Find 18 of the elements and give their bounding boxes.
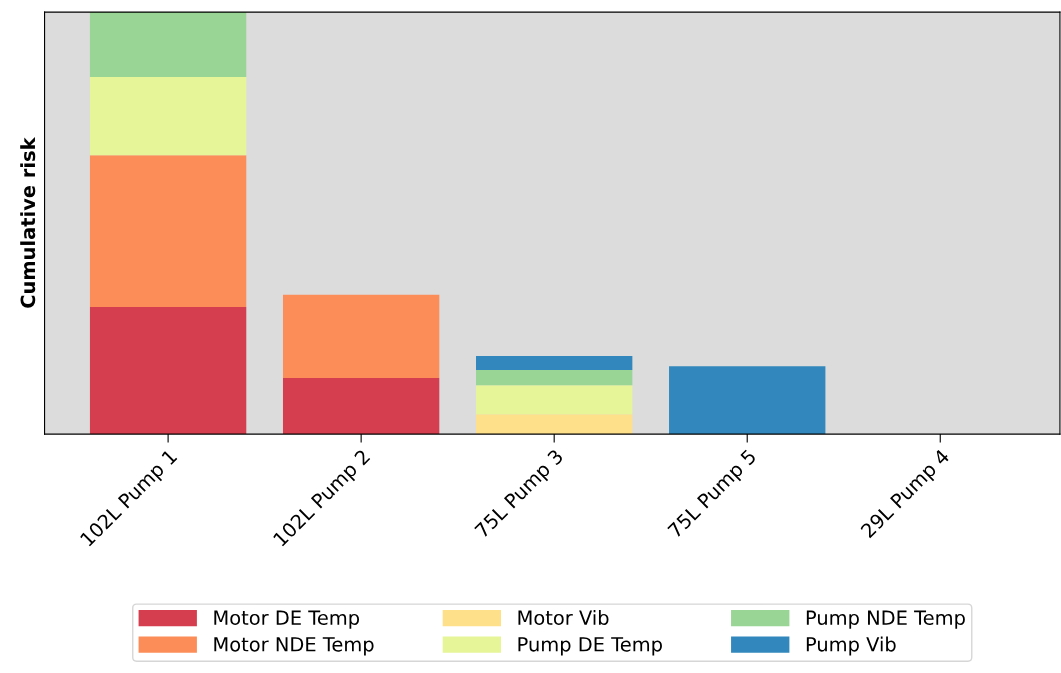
bar: [89, 155, 247, 308]
bar: [282, 377, 440, 435]
bar: [669, 366, 826, 435]
bar: [89, 77, 247, 156]
bar: [476, 414, 633, 435]
legend-label: Motor NDE Temp: [214, 637, 374, 656]
legend-label: Pump Vib: [806, 636, 896, 656]
bar: [476, 356, 633, 370]
legend-label: Pump NDE Temp: [806, 610, 965, 629]
bar: [476, 369, 633, 386]
bar: [89, 12, 247, 78]
legend-label: Motor DE Temp: [214, 610, 360, 629]
legend-label: Pump DE Temp: [518, 637, 662, 656]
y-axis-title: Cumulative risk: [20, 137, 36, 308]
bar: [476, 385, 633, 415]
bar: [89, 307, 247, 435]
bar: [282, 294, 440, 378]
legend-label: Motor Vib: [518, 609, 609, 626]
